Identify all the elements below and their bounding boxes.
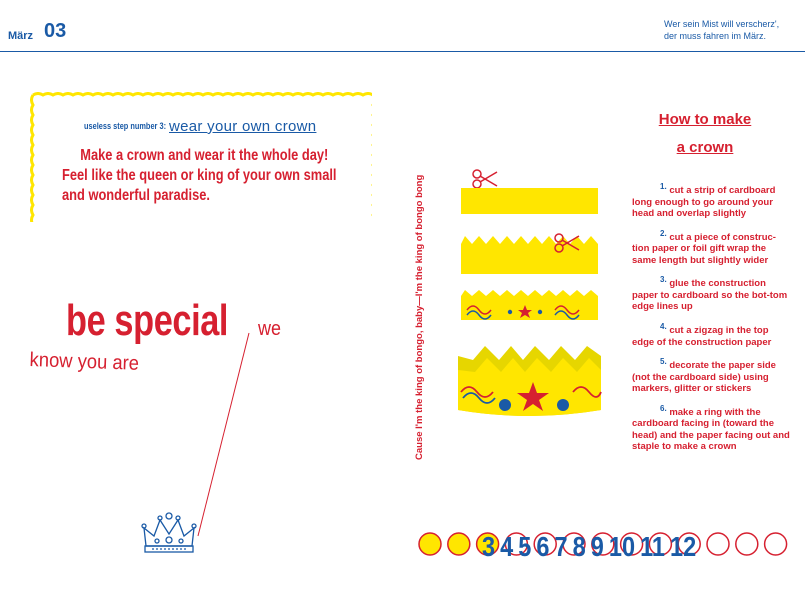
scissors-icon: [554, 233, 580, 253]
counter-number: 9: [590, 531, 604, 562]
counter-number: 8: [572, 531, 586, 562]
quote-line-1: Wer sein Mist will verscherz',: [664, 19, 780, 29]
month-circle: [763, 532, 788, 556]
howto-step: 5. decorate the paper side (not the card…: [632, 356, 792, 395]
howto-step: 2. cut a piece of construc-tion paper or…: [632, 228, 792, 267]
slogan-we: we: [258, 318, 282, 340]
step-title: wear your own crown: [169, 118, 317, 135]
zigzag-strip: [461, 236, 598, 274]
howto-title: How to make a crown: [630, 106, 780, 162]
step-number: 4.: [660, 321, 667, 331]
counter-number: 4: [500, 531, 514, 562]
step-number: 6.: [660, 403, 667, 413]
vertical-song-text: Cause I'm the king of bongo, baby—I'm th…: [414, 174, 425, 460]
crown-steps-illustration: [458, 169, 602, 416]
howto-step: 3. glue the construction paper to cardbo…: [632, 274, 792, 313]
header-divider: [0, 51, 805, 52]
howto-title-line1: How to make: [658, 111, 752, 128]
step-body: Make a crown and wear it the whole day! …: [62, 147, 337, 204]
step-number: 2.: [660, 228, 667, 238]
counter-number: 3: [482, 531, 496, 562]
decorated-strip: [461, 290, 598, 320]
month-circle: [533, 532, 557, 556]
crown-icon: [141, 512, 197, 553]
step-label: useless step number 3:: [84, 121, 167, 131]
month-circle: [591, 532, 615, 556]
month-counter: 3 4 5 6 7 8 9 10 11 12: [482, 531, 701, 563]
step-text: glue the construction paper to cardboard…: [632, 278, 788, 313]
month-circle: [619, 532, 644, 556]
counter-number: 12: [670, 531, 697, 562]
howto-step: 4. cut a zigzag in the top edge of the c…: [632, 321, 792, 348]
month-circle: [504, 532, 529, 556]
step-number: 5.: [660, 357, 667, 367]
star-icon: [518, 305, 532, 318]
step-number: 1.: [660, 182, 667, 191]
wavy-frame: [30, 92, 372, 222]
month-quote: Wer sein Mist will verscherz', der muss …: [664, 18, 804, 42]
slogan-main: be special: [66, 296, 229, 345]
counter-number: 6: [536, 531, 550, 562]
howto-step: 6. make a ring with the cardboard facing…: [632, 403, 792, 453]
cardboard-strip: [461, 188, 598, 214]
month-circle: [677, 532, 701, 556]
month-circle: [706, 532, 730, 556]
month-circle: [648, 532, 673, 556]
counter-number: 11: [640, 531, 665, 562]
month-circles: [418, 532, 788, 556]
step-text: cut a zigzag in the top edge of the cons…: [632, 325, 772, 348]
counter-number: 10: [608, 531, 636, 562]
month-label: März: [8, 30, 34, 42]
star-icon: [517, 382, 549, 411]
month-circle: [418, 532, 442, 556]
scissors-icon: [472, 169, 498, 189]
month-circle: [447, 532, 471, 556]
month-number: 03: [44, 20, 67, 42]
step-text: cut a piece of construc-tion paper or fo…: [632, 231, 776, 266]
step-text: decorate the paper side (not the cardboa…: [632, 360, 776, 395]
finished-crown: [458, 346, 602, 416]
step-number: 3.: [660, 275, 667, 285]
quote-line-2: der muss fahren im März.: [664, 31, 767, 41]
month-circle: [562, 532, 586, 556]
counter-number: 7: [554, 531, 568, 562]
month-circle: [735, 532, 759, 556]
step-text: cut a strip of cardboard long enough to …: [632, 185, 776, 220]
howto-title-line2: a crown: [676, 139, 734, 156]
month-circle: [475, 532, 500, 556]
howto-step: 1. cut a strip of cardboard long enough …: [632, 181, 792, 220]
step-text: make a ring with the cardboard facing in…: [632, 406, 790, 453]
howto-steps: 1. cut a strip of cardboard long enough …: [632, 181, 792, 461]
counter-number: 5: [518, 531, 532, 562]
